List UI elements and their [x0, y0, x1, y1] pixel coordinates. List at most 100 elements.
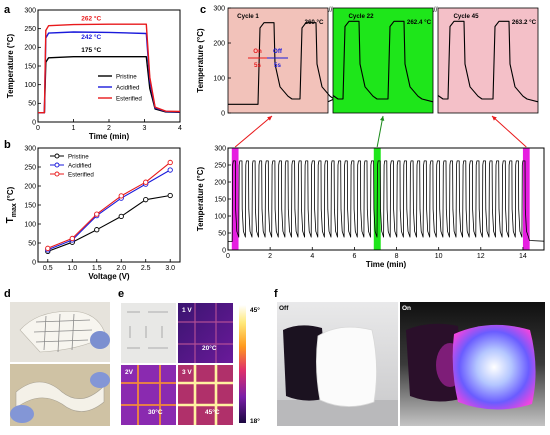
- zoom-link-arrow: [234, 115, 273, 148]
- thermal-image-3v: [178, 365, 233, 425]
- y-tick-label: 0: [32, 119, 36, 126]
- data-point-esterified: [45, 245, 51, 251]
- data-point-acidified: [167, 167, 173, 173]
- legend-marker: [54, 162, 60, 168]
- zoom-link-arrow: [491, 115, 527, 148]
- y-axis-label: Temperature (°C): [196, 28, 205, 93]
- y-tick-label: 150: [214, 196, 226, 203]
- glowing-pillow-on: [452, 324, 536, 410]
- panel-label-b: b: [4, 139, 11, 151]
- cycle-peak-value: 262.4 °C: [407, 19, 432, 26]
- cycle-name: Cycle 45: [453, 13, 479, 20]
- chart-b-tmax-vs-voltage: 0.5 1.0 1.5 2.0 2.5 3.0 0 50 100 150 200 250 300 Volt…: [5, 145, 181, 281]
- x-tick-label: 2: [107, 125, 111, 132]
- axis-break-mark: //: [329, 7, 333, 14]
- thermal-image-1v: [178, 303, 233, 363]
- label-on: On: [402, 305, 411, 312]
- label-off: Off: [279, 305, 289, 312]
- data-point-esterified: [94, 211, 100, 217]
- y-tick-label: 200: [24, 183, 36, 190]
- y-tick-label: 100: [214, 213, 226, 220]
- x-tick-label: 6: [352, 253, 356, 260]
- x-tick-label: 0: [226, 253, 230, 260]
- panel-label-a: a: [4, 4, 11, 16]
- y-axis-label: Temperature (°C): [6, 33, 15, 98]
- panel-label-e: e: [118, 288, 124, 300]
- off-label: Off: [273, 48, 283, 55]
- panel-e-thermal: 1 V 20°C 2V 30°C 3 V 45°C 45° 18°: [121, 303, 260, 425]
- scale-min: 18°: [250, 417, 260, 425]
- y-tick-label: 250: [214, 162, 226, 169]
- legend-label: Pristine: [68, 153, 89, 160]
- y-tick-label: 300: [213, 5, 225, 12]
- plot-frame: [37, 9, 181, 123]
- white-pillow-off: [316, 326, 377, 407]
- legend-label: Esterified: [68, 171, 94, 178]
- y-tick-label: 50: [28, 101, 36, 108]
- cycle-curve: [228, 22, 335, 105]
- panel-label-d: d: [4, 288, 11, 300]
- y-tick-label: 300: [214, 145, 226, 152]
- panel-label-c: c: [200, 4, 206, 16]
- y-tick-label: 0: [221, 110, 225, 117]
- x-tick-label: 4: [310, 253, 314, 260]
- temperature-annotation: 262 °C: [81, 14, 101, 22]
- x-tick-label: 12: [477, 253, 485, 260]
- label-1v: 1 V: [182, 307, 192, 314]
- x-axis-label: Voltage (V): [88, 272, 130, 281]
- x-tick-label: 14: [519, 253, 527, 260]
- series-line-esterified: [47, 161, 171, 249]
- temperature-annotation: 175 °C: [81, 46, 101, 54]
- y-tick-label: 50: [218, 230, 226, 237]
- legend-label: Acidified: [116, 84, 140, 91]
- series-line-pristine: [47, 194, 171, 252]
- series-line-pristine: [38, 56, 181, 114]
- legend-label: Esterified: [116, 95, 142, 102]
- data-point-pristine: [143, 197, 149, 203]
- panel-d-photos: [10, 302, 110, 426]
- zoom-link-arrow: [376, 115, 384, 148]
- y-tick-label: 100: [213, 75, 225, 82]
- y-tick-label: 0: [32, 259, 36, 266]
- y-tick-label: 0: [222, 247, 226, 254]
- thermal-image-2v: [121, 365, 176, 425]
- on-duration: 5s: [254, 62, 261, 69]
- data-point-pristine: [167, 192, 173, 199]
- x-tick-label: 8: [395, 253, 399, 260]
- y-tick-label: 150: [24, 63, 36, 70]
- gloved-hand: [90, 331, 110, 349]
- y-tick-label: 150: [24, 202, 36, 209]
- x-tick-label: 10: [435, 253, 443, 260]
- series-line-acidified: [38, 31, 181, 114]
- x-tick-label: 0.5: [43, 265, 53, 272]
- panel-f-pillows: Off On: [277, 302, 545, 426]
- cycle-panel-bg: [437, 7, 539, 114]
- chart-a-temperature-vs-time: 0 1 2 3 4 0 50 100 150 200 250 300 Time (min) Tempera…: [6, 7, 182, 141]
- x-tick-label: 4: [178, 125, 182, 132]
- y-tick-label: 50: [28, 240, 36, 247]
- cycle-highlight: [522, 148, 530, 250]
- cycling-curve: [228, 160, 545, 242]
- cycle-peak-value: 260 °C: [305, 19, 325, 26]
- y-tick-label: 200: [214, 179, 226, 186]
- twisted-sheet: [15, 381, 105, 412]
- y-tick-label: 300: [24, 7, 36, 14]
- cycle-name: Cycle 1: [237, 13, 259, 20]
- x-tick-label: 3: [143, 125, 147, 132]
- panel-label-f: f: [274, 288, 278, 300]
- temp-1v: 20°C: [202, 344, 217, 352]
- zoom-link-arrowhead: [380, 116, 385, 121]
- temp-2v: 30°C: [148, 408, 163, 416]
- scale-max: 45°: [250, 306, 260, 314]
- x-tick-label: 2.0: [116, 265, 126, 272]
- x-tick-label: 1.5: [92, 265, 102, 272]
- x-tick-label: 0: [36, 125, 40, 132]
- on-label: On: [253, 48, 262, 55]
- data-point-esterified: [118, 193, 124, 199]
- heater-pattern-grid: [127, 311, 168, 349]
- y-tick-label: 100: [24, 82, 36, 89]
- y-axis-label: Tmax (°C): [5, 186, 18, 223]
- y-axis-label: Temperature (°C): [196, 166, 205, 231]
- chart-c-cycling: 0 2 4 6 8 10 12 14 0 50 100 150 200 250 300 Time (min) T…: [196, 115, 545, 269]
